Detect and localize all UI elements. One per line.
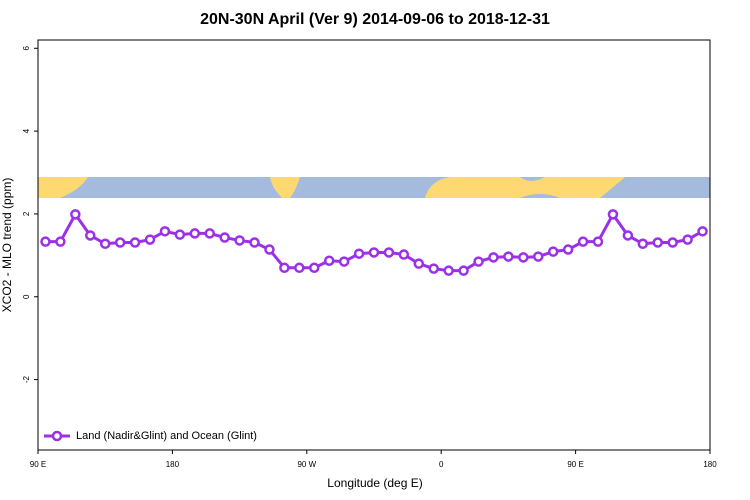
data-point [637, 238, 649, 250]
data-point [652, 237, 663, 248]
data-point [323, 255, 335, 266]
data-point [204, 228, 215, 239]
x-tick-label: 90 E [30, 460, 46, 469]
x-tick-label: 90 W [297, 460, 316, 469]
y-tick-label: 2 [22, 211, 31, 216]
data-point [413, 258, 425, 269]
y-tick-label: 0 [22, 294, 31, 299]
legend-marker [51, 430, 63, 442]
data-point [503, 251, 514, 262]
data-point [85, 230, 96, 241]
data-point [40, 236, 51, 247]
data-point [443, 265, 454, 276]
data-point [264, 244, 275, 255]
data-point [279, 262, 290, 274]
y-tick-label: 6 [22, 46, 31, 51]
y-tick-label: 4 [22, 128, 31, 133]
y-axis-label: XCO2 - MLO trend (ppm) [0, 178, 14, 313]
data-point [622, 230, 634, 241]
map-strip [38, 177, 710, 198]
x-tick-label: 180 [166, 460, 180, 469]
data-point [518, 252, 529, 263]
y-tick-label: -2 [22, 375, 31, 383]
data-point [159, 226, 171, 237]
chart-title: 20N-30N April (Ver 9) 2014-09-06 to 2018… [200, 11, 550, 28]
data-point [309, 262, 320, 274]
data-point [488, 252, 499, 263]
data-point [144, 234, 156, 245]
data-point [368, 247, 380, 258]
data-point [189, 228, 201, 239]
data-point [577, 236, 589, 247]
data-point [353, 248, 365, 259]
data-point [129, 237, 141, 248]
data-point [607, 209, 619, 220]
legend-label: Land (Nadir&Glint) and Ocean (Glint) [76, 430, 257, 442]
plot-frame [37, 39, 711, 451]
data-point [458, 265, 469, 276]
data-line [45, 211, 704, 273]
x-tick-label: 90 E [567, 460, 583, 469]
data-point [234, 235, 245, 246]
data-point [533, 251, 544, 262]
x-axis-label: Longitude (deg E) [327, 476, 422, 490]
data-point [114, 237, 126, 248]
data-point [682, 234, 693, 245]
data-point [70, 209, 81, 220]
data-point [99, 238, 111, 250]
x-tick-label: 180 [703, 460, 717, 469]
data-point [667, 237, 678, 248]
data-point [174, 229, 186, 240]
data-point [473, 256, 484, 267]
data-point [383, 247, 395, 258]
data-point [547, 246, 559, 257]
data-point [338, 256, 350, 267]
data-point [562, 244, 574, 255]
data-point [428, 263, 439, 274]
x-tick-label: 0 [439, 460, 444, 469]
data-point [592, 236, 604, 247]
data-point [249, 237, 260, 248]
data-point [294, 262, 305, 274]
data-point [697, 226, 708, 237]
data-point [219, 232, 230, 243]
data-point [398, 249, 410, 260]
data-point [55, 236, 66, 247]
